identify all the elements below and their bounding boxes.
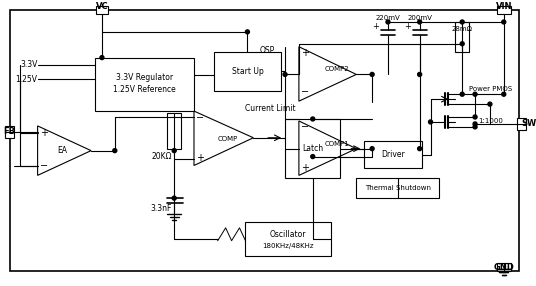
Text: +: +	[301, 48, 309, 58]
Circle shape	[172, 196, 176, 200]
Text: +: +	[301, 164, 309, 173]
Text: 3.3V: 3.3V	[20, 60, 38, 69]
Text: −: −	[40, 162, 48, 172]
Circle shape	[460, 42, 464, 46]
Text: Thermal Shutdown: Thermal Shutdown	[365, 185, 431, 191]
Bar	[455, 22, 469, 52]
Circle shape	[502, 20, 506, 24]
Text: 3.3V Regulator: 3.3V Regulator	[116, 73, 173, 82]
Text: Latch: Latch	[302, 144, 323, 153]
Circle shape	[113, 149, 117, 153]
Text: COMP2: COMP2	[324, 66, 349, 72]
Bar	[214, 52, 281, 91]
Text: Power PMOS: Power PMOS	[470, 86, 512, 92]
Text: +: +	[40, 128, 48, 138]
Text: 3.3nF: 3.3nF	[151, 204, 172, 212]
Circle shape	[473, 125, 477, 129]
Text: 1.25V: 1.25V	[16, 75, 38, 84]
Text: −: −	[301, 122, 309, 132]
Circle shape	[418, 20, 422, 24]
Text: Oscillator: Oscillator	[270, 230, 306, 239]
Text: OSP: OSP	[259, 46, 274, 55]
Bar	[96, 6, 108, 14]
Bar	[5, 126, 14, 138]
Bar	[167, 113, 181, 149]
Circle shape	[473, 115, 477, 119]
Circle shape	[418, 72, 422, 76]
Circle shape	[386, 20, 390, 24]
Text: GND: GND	[493, 263, 514, 272]
Circle shape	[370, 72, 374, 76]
Bar	[245, 222, 331, 256]
Circle shape	[429, 120, 433, 124]
Text: 1:1000: 1:1000	[479, 118, 503, 124]
Bar	[517, 118, 525, 130]
Circle shape	[488, 102, 492, 106]
Circle shape	[473, 122, 477, 126]
Text: Start Up: Start Up	[232, 67, 263, 76]
Text: Current Limit: Current Limit	[245, 104, 296, 113]
Circle shape	[473, 92, 477, 96]
Circle shape	[311, 155, 315, 158]
Circle shape	[172, 149, 176, 153]
Text: SW: SW	[522, 120, 536, 128]
Circle shape	[283, 72, 287, 76]
Circle shape	[460, 20, 464, 24]
Text: +: +	[196, 152, 204, 162]
Text: −: −	[301, 87, 309, 97]
Text: +: +	[373, 22, 379, 31]
Text: VIN: VIN	[495, 2, 512, 11]
Bar	[285, 119, 340, 178]
Text: COMP1: COMP1	[324, 141, 349, 147]
Text: 20KΩ: 20KΩ	[151, 152, 172, 161]
Circle shape	[502, 92, 506, 96]
Circle shape	[370, 147, 374, 151]
Text: COMP: COMP	[218, 136, 238, 142]
Bar	[364, 141, 422, 168]
Bar	[95, 57, 194, 111]
Bar	[497, 263, 511, 271]
Circle shape	[418, 147, 422, 151]
Circle shape	[245, 30, 249, 34]
Text: 28mΩ: 28mΩ	[452, 26, 473, 32]
Bar	[497, 6, 511, 14]
Circle shape	[460, 92, 464, 96]
Text: VC: VC	[95, 2, 108, 11]
Circle shape	[311, 117, 315, 121]
Text: −: −	[196, 113, 204, 123]
Text: 220mV: 220mV	[376, 15, 400, 21]
Text: 1.25V Reference: 1.25V Reference	[113, 85, 176, 94]
Text: EA: EA	[57, 146, 68, 155]
Text: FB: FB	[3, 127, 16, 136]
Text: 200mV: 200mV	[407, 15, 432, 21]
Bar	[356, 178, 440, 198]
Circle shape	[100, 55, 104, 59]
Text: 180KHz/48KHz: 180KHz/48KHz	[262, 243, 314, 249]
Text: +: +	[404, 22, 411, 31]
Text: Driver: Driver	[381, 150, 405, 159]
